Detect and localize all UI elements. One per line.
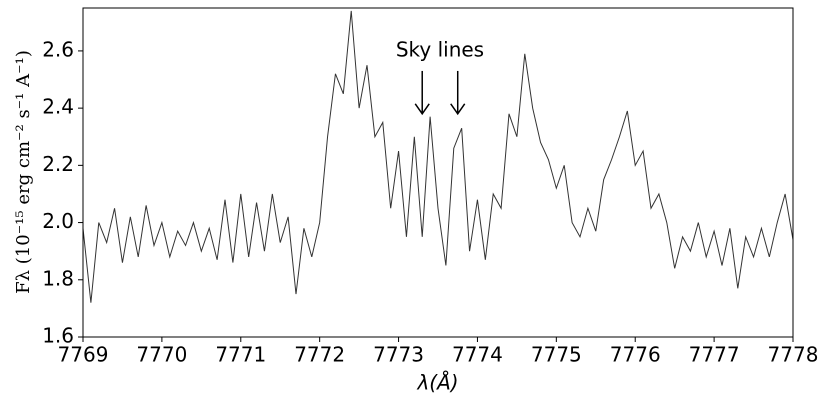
y-tick-label: 2.4 <box>42 95 74 119</box>
x-tick-label: 7769 <box>58 343 109 367</box>
y-tick-label: 2.0 <box>42 209 74 233</box>
y-tick-label: 1.6 <box>42 324 74 348</box>
x-tick-label: 7771 <box>215 343 266 367</box>
x-tick-label: 7775 <box>531 343 582 367</box>
x-tick-label: 7777 <box>689 343 740 367</box>
arrow-head <box>414 103 430 116</box>
y-tick-label: 2.6 <box>42 37 74 61</box>
x-tick-label: 7773 <box>373 343 424 367</box>
y-axis-label: Fλ (10⁻¹⁵ erg cm⁻² s⁻¹ A⁻¹) <box>13 50 34 294</box>
x-tick-label: 7776 <box>610 343 661 367</box>
annotation-text: Sky lines <box>396 37 484 61</box>
plot-frame <box>82 7 794 338</box>
x-tick-label: 7770 <box>136 343 187 367</box>
spectrum-line <box>82 10 794 303</box>
x-tick-label: 7774 <box>452 343 503 367</box>
x-axis-label: λ(Å) <box>416 371 458 395</box>
y-tick-label: 1.8 <box>42 266 74 290</box>
x-tick-label: 7778 <box>768 343 819 367</box>
x-tick-label: 7772 <box>294 343 345 367</box>
arrow-head <box>450 103 466 116</box>
y-tick-label: 2.2 <box>42 152 74 176</box>
